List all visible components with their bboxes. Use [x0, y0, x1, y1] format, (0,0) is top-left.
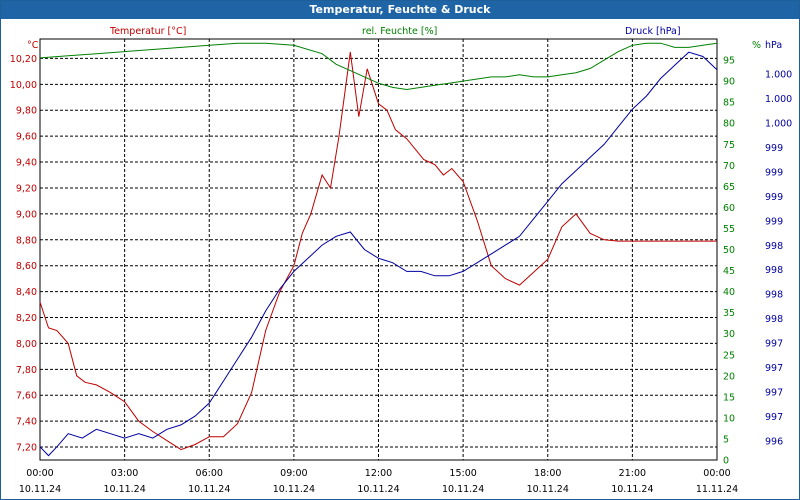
grid [40, 39, 717, 460]
x-tick-time: 18:00 [534, 468, 561, 479]
pressure-tick-label: 999 [765, 167, 783, 178]
x-tick-time: 12:00 [365, 468, 392, 479]
temperature-tick-label: 9,00 [16, 209, 37, 220]
pressure-tick-label: 998 [765, 241, 783, 252]
humidity-tick-label: 10 [723, 413, 735, 424]
plot-area [39, 38, 718, 461]
temperature-tick-label: 7,80 [16, 365, 37, 376]
pressure-unit: hPa [765, 40, 782, 51]
pressure-tick-label: 1.000 [765, 70, 792, 81]
pressure-tick-label: 999 [765, 216, 783, 227]
temperature-tick-label: 8,20 [16, 313, 37, 324]
pressure-axis-label: Druck [hPa] [625, 26, 681, 37]
humidity-tick-label: 95 [723, 56, 735, 67]
temperature-tick-label: 8,00 [16, 339, 37, 350]
pressure-tick-label: 998 [765, 265, 783, 276]
pressure-tick-label: 1.000 [765, 118, 792, 129]
pressure-series-line [39, 51, 718, 457]
temperature-tick-label: 8,80 [16, 235, 37, 246]
pressure-tick-label: 999 [765, 192, 783, 203]
temperature-unit: °C [27, 40, 39, 51]
pressure-tick-label: 997 [765, 339, 783, 350]
temperature-tick-label: 10,00 [10, 80, 37, 91]
x-tick-date: 10.11.24 [103, 484, 145, 495]
pressure-tick-label: 1.000 [765, 94, 792, 105]
x-tick-date: 10.11.24 [442, 484, 484, 495]
pressure-tick-label: 998 [765, 314, 783, 325]
pressure-tick-label: 999 [765, 143, 783, 154]
temperature-tick-label: 9,80 [16, 106, 37, 117]
humidity-series-line [39, 42, 718, 91]
x-tick-date: 10.11.24 [527, 484, 569, 495]
humidity-tick-label: 60 [723, 203, 735, 214]
temperature-tick-label: 7,40 [16, 417, 37, 428]
pressure-tick-label: 997 [765, 412, 783, 423]
chart-title: Temperatur, Feuchte & Druck [1, 1, 799, 19]
temperature-series-line [39, 51, 717, 451]
temperature-tick-label: 8,60 [16, 261, 37, 272]
humidity-tick-label: 55 [723, 224, 735, 235]
pressure-tick-label: 996 [765, 437, 783, 448]
humidity-axis-label: rel. Feuchte [%] [362, 26, 437, 37]
humidity-tick-label: 65 [723, 182, 735, 193]
humidity-tick-label: 70 [723, 161, 735, 172]
pressure-tick-label: 997 [765, 388, 783, 399]
humidity-tick-label: 30 [723, 329, 735, 340]
humidity-tick-label: 20 [723, 371, 735, 382]
pressure-tick-label: 998 [765, 290, 783, 301]
humidity-tick-label: 15 [723, 392, 735, 403]
x-tick-time: 09:00 [280, 468, 307, 479]
temperature-tick-label: 7,60 [16, 391, 37, 402]
humidity-tick-label: 40 [723, 287, 735, 298]
x-tick-time: 00:00 [703, 468, 730, 479]
x-tick-time: 15:00 [449, 468, 476, 479]
humidity-tick-label: 75 [723, 140, 735, 151]
x-tick-date: 11.11.24 [696, 484, 738, 495]
x-tick-time: 00:00 [26, 468, 53, 479]
axis-ticks: 00:00 10.11.24 03:00 10.11.24 06:00 10.11.24 0… [10, 54, 792, 495]
temperature-axis-label: Temperatur [°C] [109, 26, 186, 37]
temperature-tick-label: 10,20 [10, 54, 37, 65]
x-tick-time: 06:00 [196, 468, 223, 479]
humidity-tick-label: 0 [723, 456, 729, 467]
humidity-unit: % [752, 40, 761, 51]
x-tick-date: 10.11.24 [19, 484, 61, 495]
series-lines [39, 42, 718, 457]
x-tick-date: 10.11.24 [273, 484, 315, 495]
x-tick-date: 10.11.24 [357, 484, 399, 495]
humidity-tick-label: 5 [723, 434, 729, 445]
pressure-tick-label: 997 [765, 363, 783, 374]
temperature-tick-label: 8,40 [16, 287, 37, 298]
x-tick-time: 21:00 [619, 468, 646, 479]
temperature-tick-label: 7,20 [16, 443, 37, 454]
humidity-tick-label: 35 [723, 308, 735, 319]
x-tick-date: 10.11.24 [188, 484, 230, 495]
humidity-tick-label: 25 [723, 350, 735, 361]
temperature-tick-label: 9,60 [16, 132, 37, 143]
x-tick-date: 10.11.24 [611, 484, 653, 495]
humidity-tick-label: 50 [723, 245, 735, 256]
humidity-tick-label: 90 [723, 77, 735, 88]
x-tick-time: 03:00 [111, 468, 138, 479]
temperature-tick-label: 9,40 [16, 158, 37, 169]
humidity-tick-label: 85 [723, 98, 735, 109]
temperature-tick-label: 9,20 [16, 183, 37, 194]
humidity-tick-label: 80 [723, 119, 735, 130]
humidity-tick-label: 45 [723, 266, 735, 277]
